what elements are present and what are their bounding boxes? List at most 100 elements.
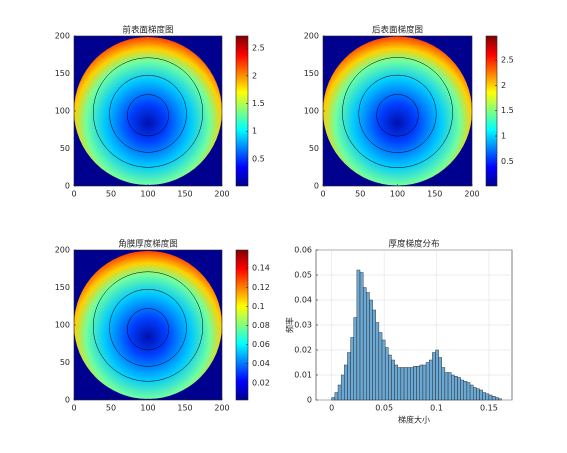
histogram-bar	[419, 364, 424, 401]
histogram-bar	[340, 374, 345, 401]
colorbar-tick-label: 0.14	[252, 264, 270, 273]
y-tick-label: 200	[304, 32, 319, 41]
histogram-bar	[350, 337, 354, 401]
x-tick-label: 100	[390, 190, 405, 199]
x-tick-label: 0	[329, 404, 334, 413]
histogram-bar	[441, 367, 446, 401]
x-tick-label: 50	[106, 404, 116, 413]
colorbar	[235, 35, 249, 187]
histogram-bar	[381, 339, 386, 401]
histogram-bar	[425, 362, 430, 401]
histogram-bar	[394, 364, 398, 401]
contour-line	[127, 308, 169, 351]
x-tick-label: 200	[464, 190, 479, 199]
histogram-bar	[432, 352, 436, 401]
histogram-bar	[460, 379, 464, 401]
histogram-bar	[476, 388, 480, 401]
histogram-bar	[347, 352, 351, 401]
histogram-bar	[482, 392, 486, 401]
histogram-bar	[428, 359, 433, 401]
histogram-bar	[406, 367, 411, 401]
histogram-bar	[469, 384, 474, 401]
colorbar-tick-label: 0.08	[252, 321, 270, 330]
x-tick-label: 50	[106, 190, 116, 199]
contour-line	[358, 74, 437, 153]
histogram-bar	[498, 398, 502, 401]
x-axis-label: 梯度大小	[398, 415, 430, 425]
histogram-bar	[416, 366, 420, 401]
histogram-bar	[384, 347, 389, 401]
colorbar-tick-label: 0.1	[252, 302, 265, 311]
x-tick-label: 100	[140, 404, 155, 413]
histogram-bar	[372, 309, 376, 401]
contour-line	[127, 94, 169, 137]
contour-line	[92, 271, 204, 382]
histogram-bar	[391, 359, 395, 401]
y-tick-label: 0.05	[294, 271, 312, 280]
histogram-bar	[403, 367, 408, 401]
histogram-bar	[356, 269, 361, 401]
x-tick-label: 150	[427, 190, 442, 199]
histogram-bar	[334, 392, 339, 401]
y-tick-label: 100	[55, 107, 70, 116]
contour-line	[109, 289, 187, 367]
colorbar-tick-label: 2.5	[501, 56, 514, 65]
y-tick-label: 50	[309, 144, 319, 153]
x-tick-label: 150	[177, 190, 192, 199]
colorbar-tick-label: 0.04	[252, 359, 270, 368]
x-tick-label: 200	[214, 190, 229, 199]
histogram-bar	[378, 332, 383, 401]
x-tick-label: 0	[71, 404, 76, 413]
y-tick-label: 200	[55, 246, 70, 255]
colorbar-tick-label: 0.06	[252, 340, 270, 349]
chart-title: 角膜厚度梯度图	[118, 239, 178, 250]
colorbar-tick-label: 1.5	[501, 106, 514, 115]
histogram-bar	[466, 382, 471, 401]
histogram-bar	[359, 272, 364, 401]
y-tick-label: 0.04	[294, 296, 312, 305]
heatmap-image	[74, 251, 222, 399]
colorbar	[235, 249, 249, 401]
x-tick-label: 200	[214, 404, 229, 413]
histogram-bar	[491, 396, 496, 401]
colorbar-tick-label: 2.5	[252, 44, 265, 53]
colorbar-tick-label: 1.5	[252, 99, 265, 108]
y-tick-label: 150	[55, 69, 70, 78]
x-tick-label: 0	[71, 190, 76, 199]
colorbar-tick-label: 0.02	[252, 378, 270, 387]
colorbar-tick-label: 0.5	[252, 154, 265, 163]
colorbar-tick-label: 0.5	[501, 157, 514, 166]
colorbar-tick-label: 2	[252, 71, 257, 80]
chart-title: 厚度梯度分布	[388, 239, 439, 250]
y-tick-label: 0.01	[294, 371, 312, 380]
x-tick-label: 100	[140, 190, 155, 199]
colorbar-tick-label: 1	[501, 132, 506, 141]
y-tick-label: 0.06	[294, 246, 312, 255]
histogram-bar	[451, 374, 455, 401]
contour-line	[342, 57, 453, 168]
histogram-bar	[369, 299, 373, 401]
histogram-bar	[413, 366, 417, 401]
histogram-bar	[362, 287, 367, 401]
colorbar-tick-label: 1	[252, 127, 257, 136]
x-tick-label: 0.1	[430, 404, 443, 413]
colorbar-tick-label: 0.12	[252, 283, 270, 292]
histogram-bar	[344, 364, 348, 401]
histogram-bar	[375, 322, 380, 401]
histogram-bar	[397, 367, 402, 401]
heatmap-image	[323, 36, 472, 186]
contour-line	[92, 57, 204, 168]
histogram-bar	[444, 372, 449, 401]
chart-title: 前表面梯度图	[122, 25, 173, 36]
histogram-bar	[366, 292, 370, 401]
y-tick-label: 50	[60, 144, 70, 153]
histogram-bar	[353, 317, 358, 401]
histogram-bar	[400, 367, 405, 401]
histogram-bar	[388, 354, 392, 401]
histogram-bar	[488, 394, 493, 401]
y-tick-label: 150	[304, 69, 319, 78]
x-tick-label: 0.15	[480, 404, 498, 413]
y-tick-label: 0	[65, 396, 70, 405]
y-tick-label: 50	[60, 358, 70, 367]
